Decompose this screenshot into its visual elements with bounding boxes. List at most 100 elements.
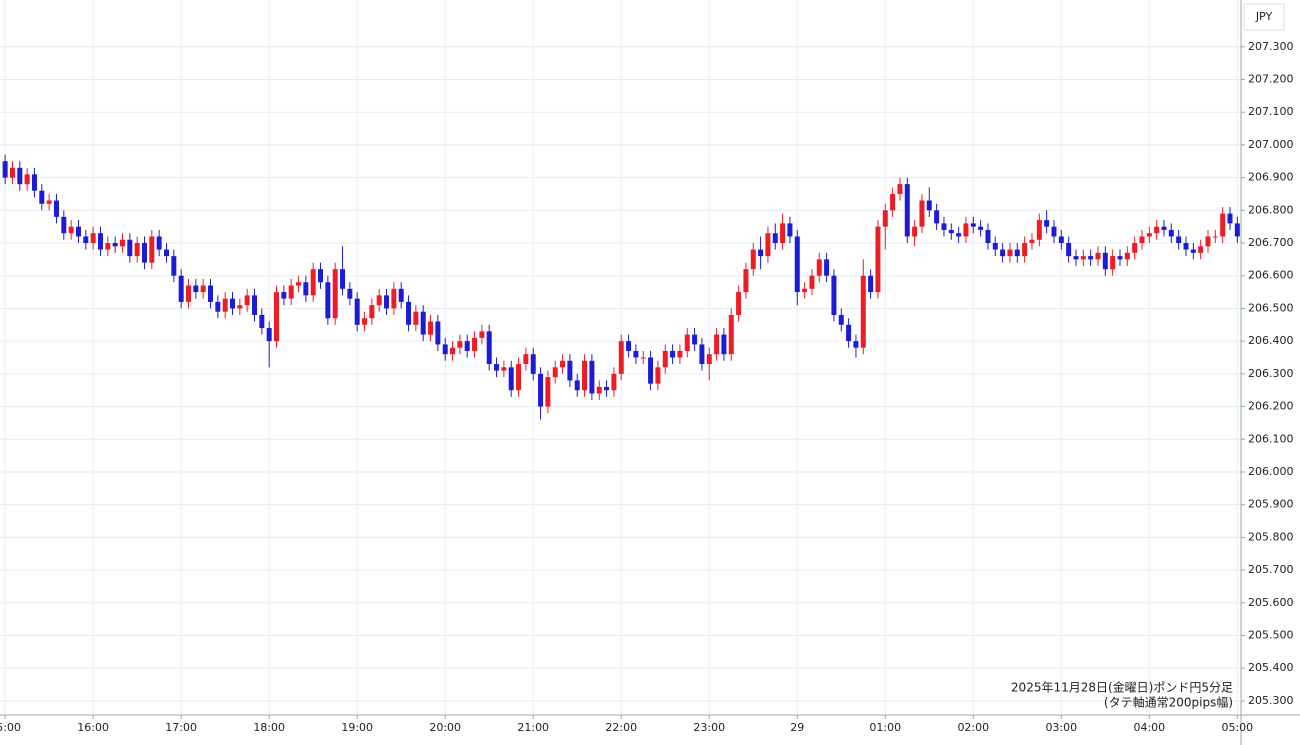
candle-body: [1124, 252, 1130, 260]
candle-body: [435, 321, 441, 345]
candle-body: [149, 236, 155, 263]
y-tick-label: 205.900: [1248, 498, 1294, 511]
candle-body: [721, 334, 727, 355]
candle-body: [486, 331, 492, 365]
candle-body: [728, 314, 734, 355]
candle-body: [1007, 249, 1013, 257]
candle-body: [83, 236, 89, 244]
candle-body: [332, 269, 338, 319]
candle-body: [582, 360, 588, 391]
candle-body: [853, 341, 859, 348]
x-tick-label: 16:00: [77, 721, 109, 734]
candle-body: [655, 367, 661, 384]
candle-body: [24, 174, 30, 185]
candle-body: [516, 364, 522, 391]
candle-body: [193, 285, 199, 293]
candle-body: [178, 275, 184, 302]
candle-body: [626, 341, 632, 351]
candle-body: [846, 324, 852, 342]
candle-body: [252, 295, 258, 315]
candle-body: [692, 334, 698, 345]
candle-body: [1183, 243, 1189, 250]
candle-body: [288, 285, 294, 299]
candle-body: [831, 275, 837, 315]
candle-body: [156, 236, 162, 250]
y-tick-label: 205.600: [1248, 596, 1294, 609]
candle-body: [420, 311, 426, 335]
candle-body: [68, 226, 74, 234]
candle-body: [479, 331, 485, 338]
candle-body: [141, 243, 147, 263]
candle-body: [1168, 229, 1174, 237]
x-tick-label: 23:00: [693, 721, 725, 734]
candle-body: [259, 314, 265, 329]
y-tick-label: 206.600: [1248, 269, 1294, 282]
annotation: (タテ軸通常200pips幅): [1104, 695, 1233, 710]
candle-body: [611, 373, 617, 391]
candle-body: [185, 285, 191, 302]
candle-body: [934, 210, 940, 224]
candle-body: [391, 288, 397, 309]
x-tick-label: 21:00: [517, 721, 549, 734]
candle-body: [963, 223, 969, 237]
candle-body: [662, 350, 668, 368]
candle-body: [17, 167, 23, 185]
candle-body: [200, 285, 206, 293]
currency-box: [1243, 3, 1285, 31]
candle-body: [912, 226, 918, 237]
candle-body: [296, 282, 302, 286]
y-tick-label: 206.500: [1248, 301, 1294, 314]
candle-body: [163, 249, 169, 257]
candle-body: [369, 305, 375, 319]
candle-body: [46, 200, 52, 204]
x-tick-label: 15:00: [0, 721, 21, 734]
candle-body: [1190, 249, 1196, 253]
candle-body: [1132, 243, 1138, 253]
candle-body: [618, 341, 624, 374]
candle-body: [230, 298, 236, 309]
candle-body: [442, 344, 448, 355]
candle-body: [750, 249, 756, 270]
candle-body: [340, 269, 346, 289]
y-tick-label: 206.900: [1248, 171, 1294, 184]
candle-body: [266, 328, 272, 342]
y-tick-label: 205.700: [1248, 563, 1294, 576]
candle-body: [97, 233, 103, 250]
candle-body: [303, 282, 309, 296]
candle-body: [1212, 236, 1218, 238]
candle-body: [105, 243, 111, 250]
candle-body: [1036, 220, 1042, 240]
candle-body: [244, 295, 250, 306]
candle-body: [633, 350, 639, 358]
candle-body: [677, 350, 683, 358]
y-tick-label: 206.200: [1248, 400, 1294, 413]
candle-body: [1102, 252, 1108, 270]
candle-body: [1066, 243, 1072, 257]
candle-body: [1154, 226, 1160, 234]
candle-body: [1205, 236, 1211, 247]
candle-body: [699, 344, 705, 365]
candle-body: [31, 174, 37, 191]
candle-body: [53, 200, 59, 217]
candle-body: [670, 350, 676, 358]
candle-body: [604, 386, 610, 391]
candle-body: [1000, 249, 1006, 257]
y-tick-label: 207.100: [1248, 105, 1294, 118]
y-tick-label: 206.700: [1248, 236, 1294, 249]
candle-body: [706, 354, 712, 365]
candle-body: [589, 360, 595, 394]
y-tick-label: 206.100: [1248, 432, 1294, 445]
candle-body: [1073, 256, 1079, 260]
candle-body: [948, 229, 954, 234]
x-tick-label: 05:00: [1221, 721, 1253, 734]
candle-body: [39, 190, 45, 204]
candle-body: [794, 236, 800, 293]
candle-body: [2, 161, 8, 178]
y-tick-label: 207.200: [1248, 72, 1294, 85]
y-tick-label: 206.300: [1248, 367, 1294, 380]
candle-body: [9, 167, 15, 178]
candle-body: [1014, 249, 1020, 257]
candle-body: [1080, 256, 1086, 260]
candle-body: [772, 233, 778, 244]
candle-body: [567, 360, 573, 381]
